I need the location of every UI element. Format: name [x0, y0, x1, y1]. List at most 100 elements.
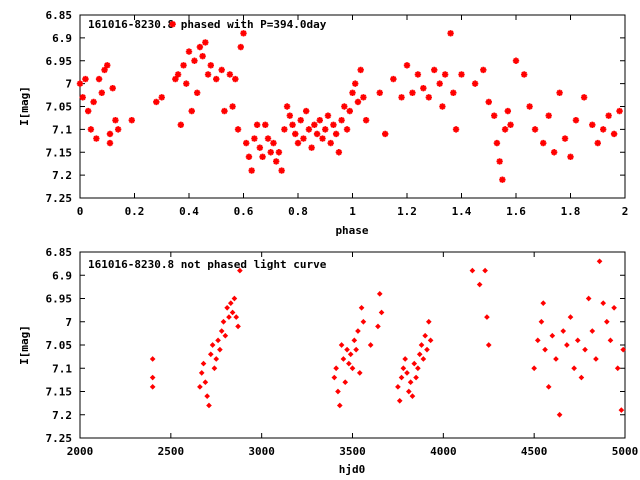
x-tick-label: 0 — [77, 205, 84, 218]
data-point — [413, 374, 419, 381]
data-point — [611, 304, 617, 311]
data-point — [550, 149, 558, 156]
unphased-light-curve-panel: 161016-8230.8 not phased light curve hjd… — [18, 246, 638, 476]
data-point — [79, 94, 86, 101]
data-point — [196, 43, 204, 51]
data-point — [620, 346, 627, 353]
data-point — [450, 89, 457, 96]
x-ticks: 0 0.2 0.4 0.6 0.8 1 1.2 1.4 1.6 1.8 2 — [77, 15, 628, 218]
data-point — [471, 80, 479, 87]
data-point — [233, 314, 240, 320]
data-point — [343, 126, 351, 133]
data-point — [217, 346, 223, 353]
data-point — [540, 300, 547, 306]
data-point — [336, 402, 343, 409]
data-point — [98, 89, 105, 96]
data-point — [149, 384, 156, 390]
data-point — [395, 384, 401, 390]
data-point — [202, 379, 209, 386]
data-point — [302, 107, 310, 115]
data-point — [185, 48, 193, 55]
data-point — [226, 314, 232, 320]
data-point — [270, 139, 277, 147]
data-point — [112, 117, 119, 124]
data-point — [338, 342, 345, 348]
y-tick-label: 7.15 — [46, 386, 73, 399]
data-point — [367, 342, 374, 348]
data-point — [580, 94, 588, 101]
data-point — [289, 121, 296, 128]
data-point — [561, 135, 569, 142]
data-point — [180, 62, 187, 69]
data-point — [416, 351, 423, 358]
data-point — [436, 80, 443, 87]
x-axis-label: phase — [335, 224, 368, 237]
data-point — [407, 379, 414, 386]
data-point — [422, 332, 428, 339]
data-point — [153, 98, 160, 106]
chart-title: 161016-8230.8 phased with P=394.0day — [88, 18, 327, 31]
data-point — [356, 370, 363, 376]
x-tick-label: 0.2 — [125, 205, 145, 218]
data-point — [607, 337, 614, 344]
data-point — [169, 20, 176, 28]
data-point — [87, 126, 95, 133]
data-point — [335, 388, 341, 395]
data-point — [425, 94, 432, 101]
data-point — [398, 94, 405, 101]
y-ticks: 6.85 6.9 6.95 7 7.05 7.1 7.15 7.2 7.25 — [46, 9, 625, 205]
data-point — [218, 328, 225, 334]
plot-frame — [79, 251, 626, 439]
data-point — [512, 57, 520, 64]
data-point — [106, 130, 114, 138]
data-point — [578, 374, 585, 381]
data-point — [424, 346, 430, 353]
data-point — [441, 71, 449, 78]
phased-light-curve-panel: 161016-8230.8 phased with P=394.0day pha… — [18, 9, 628, 237]
data-point — [211, 365, 218, 372]
data-point — [531, 365, 537, 372]
x-tick-label: 4500 — [521, 445, 548, 458]
y-tick-label: 6.95 — [46, 293, 73, 306]
x-tick-label: 1.6 — [506, 205, 526, 218]
data-point — [231, 295, 238, 302]
y-tick-label: 7.15 — [46, 146, 73, 159]
data-point — [415, 365, 421, 372]
data-point — [128, 117, 135, 124]
data-point — [600, 300, 607, 306]
data-point — [403, 62, 411, 69]
data-point — [605, 112, 612, 119]
y-tick-label: 7.1 — [52, 362, 72, 375]
data-point — [349, 365, 356, 372]
x-tick-label: 2500 — [158, 445, 185, 458]
data-point — [234, 126, 242, 133]
data-point — [331, 374, 338, 381]
data-point — [390, 75, 397, 83]
data-point — [253, 121, 261, 128]
y-axis-label: I[mag] — [18, 86, 31, 126]
data-point — [197, 384, 203, 390]
data-point — [499, 176, 506, 183]
data-point — [200, 360, 207, 367]
y-tick-label: 6.95 — [46, 55, 73, 68]
data-point — [76, 80, 84, 87]
data-point — [316, 117, 323, 124]
data-point — [327, 139, 334, 147]
data-point — [333, 365, 339, 372]
data-point — [484, 314, 490, 320]
data-point — [229, 309, 236, 316]
data-points — [76, 20, 623, 183]
data-point — [585, 295, 592, 302]
x-tick-label: 3000 — [248, 445, 275, 458]
data-point — [237, 43, 244, 51]
data-point — [353, 346, 359, 353]
data-point — [469, 267, 476, 274]
data-point — [338, 117, 345, 124]
data-point — [283, 103, 291, 110]
data-point — [355, 328, 361, 334]
y-tick-label: 7.25 — [46, 192, 73, 205]
data-point — [300, 135, 307, 142]
data-point — [618, 407, 625, 413]
data-point — [526, 103, 533, 110]
data-point — [411, 360, 418, 367]
